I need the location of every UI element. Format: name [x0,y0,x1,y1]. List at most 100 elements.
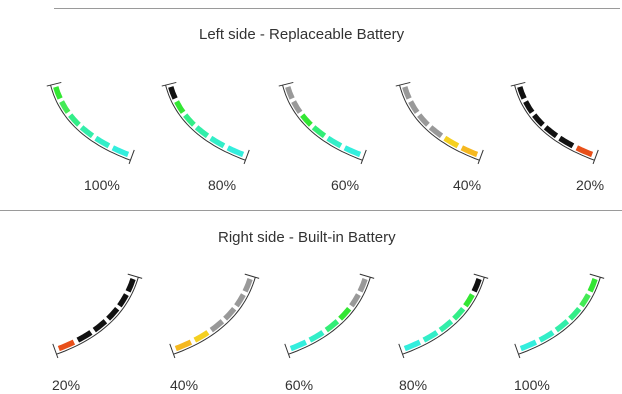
gauge-end-tick [128,149,135,165]
gauge-outline [518,277,601,355]
gauge-segment [226,145,245,158]
gauge-segment [349,293,361,308]
right-gauge-3 [284,273,375,359]
gauge-segment [193,330,210,343]
gauge-segment [174,100,186,114]
left-gauge-5-label: 20% [576,177,605,193]
gauge-segment [168,86,178,100]
gauge-segment [291,100,303,114]
gauge-outline [402,277,485,355]
gauge-segment [223,306,237,321]
gauge-end-tick [360,149,367,165]
gauge-segment [343,145,362,158]
right-gauge-5 [514,273,605,359]
middle-divider [0,210,622,211]
gauge-segment [300,113,313,127]
gauge-segment [111,145,130,158]
gauge-end-tick [284,343,291,359]
right-section-title: Right side - Built-in Battery [218,229,396,246]
gauge-outline [50,84,131,161]
gauge-segment [311,125,327,139]
gauge-segment [523,100,535,114]
right-gauge-1-label: 20% [52,377,81,393]
gauge-outline [288,277,371,355]
gauge-end-tick [589,273,605,279]
gauge-outline [173,277,256,355]
gauge-segment [402,86,412,100]
gauge-segment [471,278,482,293]
left-section-title: Left side - Replaceable Battery [199,26,405,43]
gauge-segment [554,319,570,333]
gauge-end-tick [510,81,526,87]
left-gauge-5 [510,81,599,165]
gauge-segment [443,135,460,149]
gauge-segment [558,135,575,149]
gauge-segment [68,113,81,127]
gauge-segment [234,293,246,308]
gauge-segment [417,113,430,127]
gauge-segment [538,330,555,343]
gauge-end-tick [244,273,260,279]
gauge-segment [289,339,308,352]
right-gauge-4-label: 80% [399,377,428,393]
gauge-segment [532,113,545,127]
gauge-end-tick [278,81,294,87]
gauge-segment [568,306,582,321]
gauge-segment [428,125,444,139]
gauge-segment [408,100,420,114]
gauge-segment [357,278,368,293]
top-divider [54,8,620,9]
gauge-segment [285,86,295,100]
left-gauge-2-label: 80% [208,177,237,193]
gauge-segment [452,306,466,321]
gauge-end-tick [169,343,176,359]
gauge-segment [79,125,95,139]
gauge-segment [403,339,422,352]
left-gauge-4 [395,81,484,165]
gauge-outline [514,84,595,161]
gauge-end-tick [46,81,62,87]
right-gauge-3-label: 60% [285,377,314,393]
gauge-segment [117,293,129,308]
left-gauge-3 [278,81,367,165]
gauge-segment [209,319,225,333]
gauge-end-tick [477,149,484,165]
left-gauge-4-label: 40% [453,177,482,193]
gauge-segment [209,135,226,149]
left-gauge-1 [46,81,135,165]
gauge-segment [183,113,196,127]
gauge-segment [324,319,340,333]
gauge-end-tick [473,273,489,279]
gauge-segment [174,339,193,352]
gauge-segment [308,330,325,343]
left-gauge-1-label: 100% [84,177,120,193]
gauge-segment [517,86,527,100]
gauge-segment [460,145,479,158]
gauge-end-tick [592,149,599,165]
gauge-end-tick [243,149,250,165]
gauge-outline [399,84,480,161]
right-gauge-5-label: 100% [514,377,550,393]
right-gauge-2-label: 40% [170,377,199,393]
gauge-segment [438,319,454,333]
gauge-segment [57,339,76,352]
gauge-segment [326,135,343,149]
gauge-segment [125,278,136,293]
gauge-segment [242,278,253,293]
gauge-outline [56,277,139,355]
gauge-segment [59,100,71,114]
right-gauge-4 [398,273,489,359]
gauge-segment [106,306,120,321]
gauge-segment [92,319,108,333]
gauge-end-tick [127,273,143,279]
gauge-end-tick [52,343,59,359]
gauge-segment [338,306,352,321]
gauge-end-tick [398,343,405,359]
gauge-end-tick [161,81,177,87]
gauge-segment [94,135,111,149]
gauge-segment [194,125,210,139]
left-gauge-2 [161,81,250,165]
gauge-segment [53,86,63,100]
gauge-segment [422,330,439,343]
